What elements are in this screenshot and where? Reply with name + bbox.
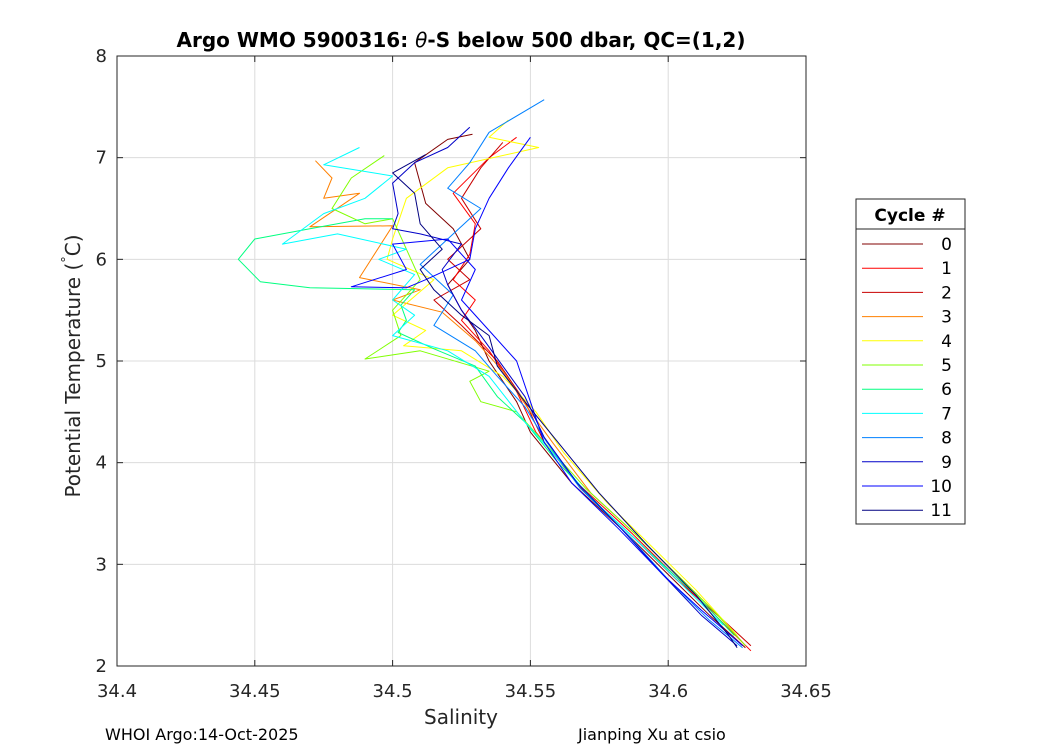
series-group	[237, 99, 752, 652]
legend-label-cycle-10: 10	[930, 477, 952, 497]
y-tick-label: 7	[96, 148, 107, 169]
y-axis-label: Potential Temperature (°C)	[60, 234, 85, 497]
y-tick-label: 3	[96, 554, 107, 575]
y-tick-label: 4	[96, 453, 107, 474]
series-line-cycle-9	[392, 126, 738, 647]
x-axis-label: Salinity	[424, 705, 498, 729]
legend-label-cycle-2: 2	[941, 283, 952, 303]
legend-label-cycle-1: 1	[941, 259, 952, 279]
y-tick-label: 6	[96, 249, 107, 270]
x-tick-label: 34.45	[229, 681, 281, 702]
legend-label-cycle-8: 8	[941, 429, 952, 449]
legend-label-cycle-9: 9	[941, 453, 952, 473]
series-line-cycle-10	[350, 137, 743, 647]
series-line-cycle-5	[331, 155, 746, 647]
series-line-cycle-7	[281, 147, 724, 626]
x-tick-label: 34.6	[648, 681, 688, 702]
series-line-cycle-0	[414, 133, 746, 649]
legend-label-cycle-3: 3	[941, 308, 952, 328]
y-tick-label: 8	[96, 46, 107, 67]
series-line-cycle-4	[386, 119, 738, 636]
legend-title: Cycle #	[874, 206, 945, 226]
plot-frame	[116, 55, 807, 667]
legend-label-cycle-5: 5	[941, 356, 952, 376]
x-tick-label: 34.55	[505, 681, 557, 702]
y-ticks: 2 3 4 5 6 7 8	[96, 46, 806, 677]
legend-label-cycle-11: 11	[930, 501, 952, 521]
x-tick-label: 34.65	[780, 681, 832, 702]
x-ticks: 34.4 34.45 34.5 34.55 34.6 34.65	[97, 56, 832, 702]
legend-label-cycle-0: 0	[941, 235, 952, 255]
series-line-cycle-8	[419, 99, 743, 649]
grid	[116, 55, 807, 667]
y-tick-label: 5	[96, 351, 107, 372]
x-tick-label: 34.5	[373, 681, 413, 702]
legend-label-cycle-6: 6	[941, 380, 952, 400]
series-line-cycle-1	[452, 136, 752, 652]
legend-label-cycle-4: 4	[941, 332, 952, 352]
series-line-cycle-2	[433, 142, 752, 647]
footer-left: WHOI Argo:14-Oct-2025	[105, 725, 299, 744]
y-tick-label: 2	[96, 656, 107, 677]
legend: Cycle # 0 1 2 3 4 5 6 7 8 9 10 11	[855, 198, 966, 525]
legend-label-cycle-7: 7	[941, 404, 952, 424]
legend-box	[855, 198, 966, 525]
footer-right: Jianping Xu at csio	[578, 725, 726, 744]
x-tick-label: 34.4	[97, 681, 137, 702]
series-line-cycle-6	[237, 218, 735, 636]
chart-title: Argo WMO 5900316: θ-S below 500 dbar, QC…	[177, 28, 746, 52]
series-line-cycle-11	[392, 154, 738, 648]
